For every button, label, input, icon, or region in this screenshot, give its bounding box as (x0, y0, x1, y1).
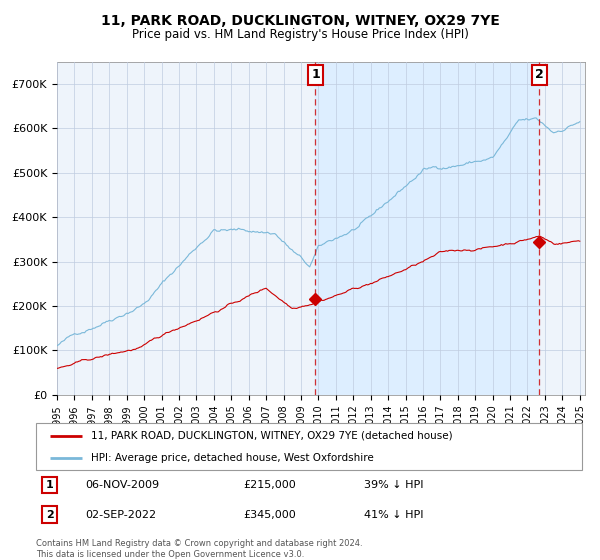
Text: 41% ↓ HPI: 41% ↓ HPI (364, 510, 423, 520)
Text: 39% ↓ HPI: 39% ↓ HPI (364, 480, 423, 490)
Text: £345,000: £345,000 (244, 510, 296, 520)
Text: 1: 1 (311, 68, 320, 81)
Text: Contains HM Land Registry data © Crown copyright and database right 2024.
This d: Contains HM Land Registry data © Crown c… (36, 539, 362, 559)
Text: 2: 2 (535, 68, 544, 81)
Text: HPI: Average price, detached house, West Oxfordshire: HPI: Average price, detached house, West… (91, 452, 373, 463)
Text: 11, PARK ROAD, DUCKLINGTON, WITNEY, OX29 7YE (detached house): 11, PARK ROAD, DUCKLINGTON, WITNEY, OX29… (91, 431, 452, 441)
FancyBboxPatch shape (36, 423, 582, 470)
Text: £215,000: £215,000 (244, 480, 296, 490)
Text: Price paid vs. HM Land Registry's House Price Index (HPI): Price paid vs. HM Land Registry's House … (131, 28, 469, 41)
Text: 2: 2 (46, 510, 53, 520)
Bar (316, 62, 539, 395)
Text: 11, PARK ROAD, DUCKLINGTON, WITNEY, OX29 7YE: 11, PARK ROAD, DUCKLINGTON, WITNEY, OX29… (101, 14, 499, 28)
Text: 02-SEP-2022: 02-SEP-2022 (85, 510, 156, 520)
Text: 06-NOV-2009: 06-NOV-2009 (85, 480, 159, 490)
Text: 1: 1 (46, 480, 53, 490)
